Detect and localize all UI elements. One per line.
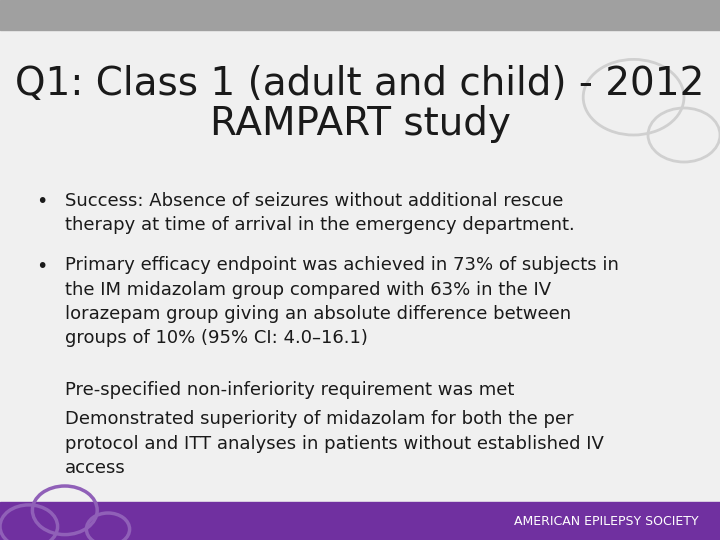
Text: •: • [36,192,48,211]
Text: Pre-specified non-inferiority requirement was met: Pre-specified non-inferiority requiremen… [65,381,514,399]
Text: AMERICAN EPILEPSY SOCIETY: AMERICAN EPILEPSY SOCIETY [514,515,698,528]
Text: RAMPART study: RAMPART study [210,105,510,143]
Text: Q1: Class 1 (adult and child) - 2012: Q1: Class 1 (adult and child) - 2012 [15,65,705,103]
Text: •: • [36,256,48,275]
Text: Demonstrated superiority of midazolam for both the per
protocol and ITT analyses: Demonstrated superiority of midazolam fo… [65,410,603,477]
Text: Success: Absence of seizures without additional rescue
therapy at time of arriva: Success: Absence of seizures without add… [65,192,575,234]
Text: Primary efficacy endpoint was achieved in 73% of subjects in
the IM midazolam gr: Primary efficacy endpoint was achieved i… [65,256,618,347]
